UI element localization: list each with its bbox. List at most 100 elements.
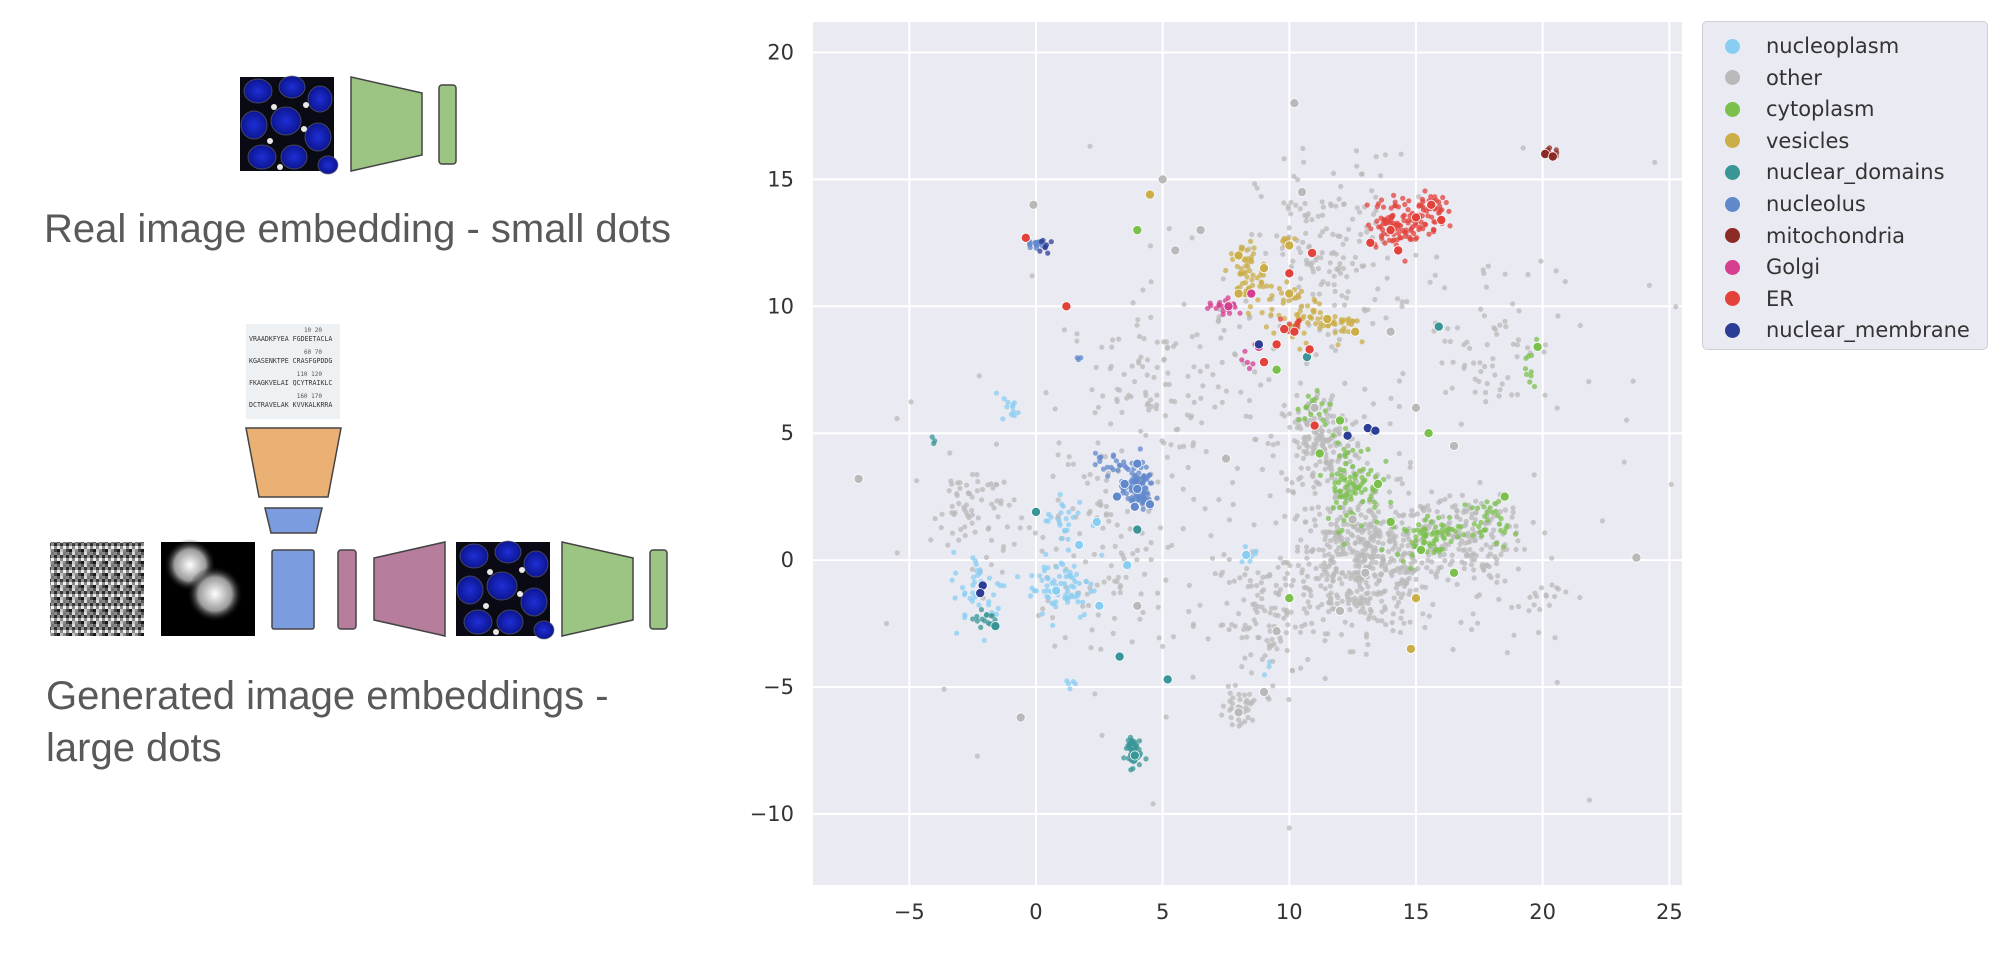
legend-marker: [1725, 133, 1740, 149]
real-point: [1401, 217, 1407, 224]
real-point: [1446, 208, 1452, 214]
real-point: [1307, 314, 1313, 320]
real-point: [1319, 199, 1325, 205]
generated-point: [1132, 483, 1143, 494]
real-point: [1388, 556, 1394, 562]
real-point: [1552, 635, 1558, 641]
real-point: [1185, 373, 1191, 379]
real-point: [1315, 316, 1321, 322]
real-point: [1221, 327, 1227, 333]
real-point: [1041, 588, 1047, 594]
real-point: [1515, 603, 1522, 610]
real-point: [1250, 272, 1256, 278]
real-point: [1205, 305, 1211, 311]
real-point: [1460, 509, 1467, 515]
generated-point: [1449, 440, 1460, 451]
generated-point: [1279, 324, 1290, 335]
real-point: [1286, 298, 1292, 304]
real-point: [1070, 506, 1076, 512]
real-point: [1250, 282, 1256, 288]
real-point: [1087, 471, 1093, 478]
real-point: [1462, 502, 1468, 508]
real-point: [1136, 762, 1142, 768]
real-point: [994, 498, 1000, 504]
legend-label: other: [1766, 65, 1822, 90]
real-point: [1243, 705, 1249, 711]
real-point: [1476, 378, 1482, 384]
real-point: [1422, 624, 1428, 631]
real-point: [1097, 458, 1103, 464]
real-point: [1089, 387, 1095, 393]
real-point: [1314, 387, 1320, 394]
real-point: [1035, 613, 1042, 619]
real-point: [1456, 546, 1462, 552]
generated-point: [1532, 341, 1543, 352]
real-point: [1396, 599, 1402, 606]
real-point: [1132, 473, 1138, 479]
real-point: [1320, 279, 1326, 285]
real-point: [1120, 552, 1126, 559]
real-point: [1082, 559, 1089, 565]
real-point: [1107, 366, 1113, 372]
real-point: [1060, 503, 1066, 509]
real-point: [1513, 546, 1519, 553]
sequence-encoder: [245, 427, 342, 498]
generated-point: [1289, 326, 1300, 337]
real-point: [1266, 377, 1272, 383]
real-point: [1484, 499, 1490, 505]
real-point: [1434, 569, 1441, 575]
legend-label: ER: [1766, 286, 1794, 311]
real-point: [1341, 518, 1347, 524]
real-point: [1084, 591, 1090, 597]
x-tick-label: 0: [1029, 900, 1042, 924]
real-point: [1336, 504, 1342, 510]
real-point: [962, 533, 968, 539]
real-point: [1137, 446, 1143, 452]
real-point: [1364, 460, 1370, 466]
real-point: [1372, 573, 1378, 579]
real-point: [1001, 396, 1007, 402]
real-point: [1344, 274, 1350, 280]
real-point: [1313, 462, 1319, 468]
real-point: [1409, 540, 1415, 546]
real-point: [1445, 326, 1451, 332]
real-point: [1313, 565, 1319, 571]
real-point: [1368, 560, 1374, 566]
cell-image-icon: [240, 75, 339, 175]
real-point: [1359, 586, 1365, 592]
real-point: [1227, 310, 1233, 316]
generated-point: [1499, 491, 1510, 502]
real-point: [1269, 643, 1275, 649]
real-point: [993, 611, 1000, 617]
real-point: [1468, 552, 1474, 559]
real-point: [1268, 433, 1274, 439]
real-point: [1284, 647, 1290, 654]
real-point: [1236, 717, 1242, 723]
real-point: [1295, 406, 1301, 412]
real-point: [1245, 310, 1251, 316]
real-point: [1309, 397, 1315, 404]
real-point: [1261, 672, 1267, 678]
real-point: [1281, 402, 1287, 408]
real-point: [1062, 635, 1068, 641]
real-point: [1037, 248, 1043, 254]
real-point: [1232, 351, 1238, 357]
real-point: [1404, 533, 1411, 539]
real-point: [1274, 646, 1280, 652]
series-er-generated: [1020, 199, 1447, 431]
real-point: [992, 617, 998, 623]
real-point: [1241, 626, 1247, 633]
generated-point: [1233, 250, 1244, 261]
real-point: [1371, 527, 1378, 533]
real-point: [976, 602, 982, 608]
real-point: [1074, 590, 1080, 596]
real-point: [1294, 453, 1300, 459]
real-point: [1067, 686, 1073, 692]
real-point: [1435, 529, 1441, 535]
real-point: [1326, 465, 1333, 471]
real-point: [1135, 317, 1141, 323]
real-point: [1076, 580, 1082, 587]
real-point: [1504, 522, 1510, 529]
real-point: [1443, 389, 1449, 395]
series-nucleoplasm-real: [949, 390, 1273, 692]
